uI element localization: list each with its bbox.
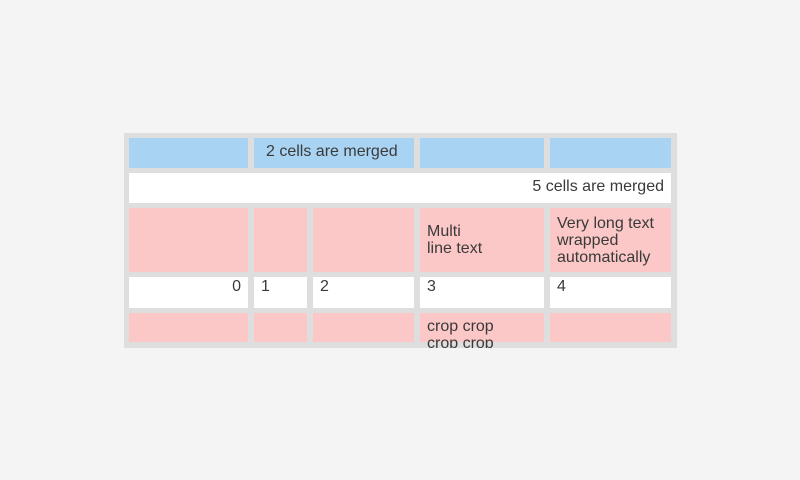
blank-cell-r3c2 [254, 208, 307, 272]
blank-cell-r5c2 [254, 313, 307, 342]
blank-cell-r1c5 [550, 138, 671, 168]
number-cell-4: 4 [550, 277, 671, 308]
merged-2-cells-label: 2 cells are merged [254, 138, 414, 168]
blank-cell-r3c3 [313, 208, 414, 272]
blank-cell-r1c1 [129, 138, 248, 168]
number-cell-3: 3 [420, 277, 544, 308]
blank-cell-r5c3 [313, 313, 414, 342]
blank-cell-r3c1 [129, 208, 248, 272]
number-cell-2: 2 [313, 277, 414, 308]
merged-5-cells-label: 5 cells are merged [129, 173, 671, 203]
wrapped-text-cell: Very long text wrapped automatically [550, 208, 671, 272]
blank-cell-r5c1 [129, 313, 248, 342]
number-cell-1: 1 [254, 277, 307, 308]
cropped-text-cell: crop crop crop crop [420, 313, 544, 348]
number-cell-0: 0 [129, 277, 248, 308]
blank-cell-r1c4 [420, 138, 544, 168]
multi-line-text-cell: Multi line text [420, 208, 544, 272]
merged-cells-table: 2 cells are merged 5 cells are merged Mu… [124, 133, 677, 348]
blank-cell-r5c5 [550, 313, 671, 342]
